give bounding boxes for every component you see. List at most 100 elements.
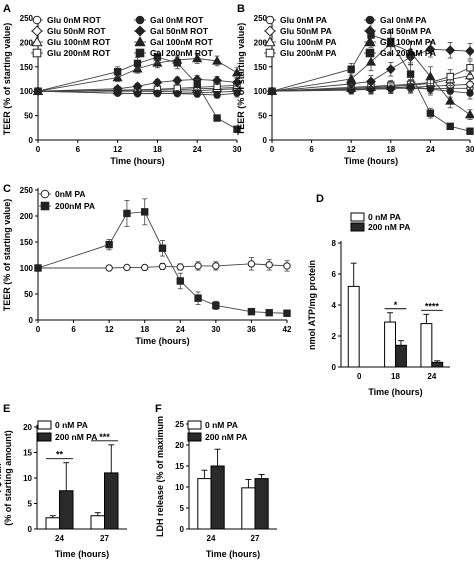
y-tick-label: 20 — [23, 423, 32, 432]
panel-label: A — [3, 3, 11, 15]
data-point — [212, 75, 223, 86]
y-tick-label: 15 — [23, 449, 32, 458]
legend-marker — [264, 36, 276, 47]
legend-marker — [40, 201, 50, 211]
data-point — [406, 70, 415, 78]
data-point — [446, 72, 454, 81]
legend-marker — [365, 48, 375, 58]
series-line — [271, 42, 471, 115]
legend-label: Gal 200nM PA — [380, 48, 436, 58]
y-tick-label: 0 — [28, 525, 33, 534]
y-tick-label: 200 — [254, 38, 268, 47]
data-point — [466, 64, 474, 72]
data-point — [247, 307, 256, 316]
legend-marker — [364, 25, 376, 37]
y-tick-label: 10 — [23, 474, 32, 483]
legend-label: Gal 100nM ROT — [150, 37, 214, 47]
bar — [241, 487, 256, 530]
data-point — [158, 244, 167, 252]
data-point — [233, 125, 241, 133]
bar — [59, 490, 74, 530]
y-tick-label: 200 — [20, 38, 34, 47]
legend-swatch — [37, 432, 52, 442]
legend-marker — [31, 36, 43, 47]
data-point — [265, 309, 273, 317]
y-axis-title: TEER (% of starting value) — [2, 199, 12, 312]
y-tick-label: 5 — [28, 500, 33, 509]
legend-label: 200 nM PA — [205, 432, 247, 442]
data-point — [385, 64, 396, 75]
x-axis-title: Time (hours) — [55, 549, 109, 559]
data-point — [194, 262, 202, 270]
x-tick-label: 12 — [105, 325, 114, 334]
data-point — [193, 80, 201, 89]
legend-marker — [31, 25, 43, 37]
x-tick-label: 6 — [76, 145, 81, 154]
chart-panel-F: 0 5 10 15 20 25 Time (hours) LDH release (% of … — [155, 403, 277, 559]
data-point — [194, 294, 202, 302]
data-point — [387, 85, 395, 93]
data-point — [176, 263, 184, 271]
chart-panel-C: 0 50 100 150 200 250 0 6 12 18 24 30 36 42 Time (hours… — [2, 183, 292, 346]
data-point — [152, 77, 163, 88]
y-tick-label: 4 — [332, 301, 337, 310]
data-point — [173, 59, 182, 67]
series-7 — [34, 50, 241, 133]
y-tick-label: 15 — [175, 462, 184, 471]
y-tick-label: 5 — [180, 504, 185, 513]
legend-label: Gal 50nM ROT — [150, 26, 209, 36]
x-tick-label: 27 — [100, 534, 109, 543]
panel-label: F — [155, 403, 162, 415]
x-tick-label: 30 — [466, 145, 474, 154]
y-axis-title: (% of starting amount) — [3, 430, 13, 526]
x-axis-title: Time (hours) — [206, 549, 260, 559]
data-point — [34, 264, 42, 272]
y-tick-label: 25 — [175, 420, 184, 429]
legend-label: Glu 50nM PA — [280, 26, 332, 36]
y-tick-label: 150 — [20, 63, 34, 72]
legend-label: Glu 100nM ROT — [47, 37, 111, 47]
x-tick-label: 30 — [233, 145, 242, 154]
data-point — [212, 262, 220, 270]
data-point — [446, 87, 454, 95]
data-point — [346, 73, 357, 83]
data-point — [466, 89, 474, 97]
data-point — [113, 67, 122, 76]
x-axis-title: Time (hours) — [368, 387, 422, 397]
y-axis-title: LDH release (% of maximum — [155, 416, 165, 537]
data-point — [445, 95, 456, 105]
series-0 — [34, 257, 291, 272]
y-tick-label: 0 — [29, 136, 34, 145]
data-point — [233, 89, 241, 97]
legend-marker — [265, 15, 275, 25]
legend-label: 200 nM PA — [368, 222, 410, 232]
y-tick-label: 20 — [175, 441, 184, 450]
x-tick-label: 18 — [153, 145, 162, 154]
y-tick-label: 250 — [20, 186, 34, 195]
y-tick-label: 10 — [175, 483, 184, 492]
data-point — [112, 72, 123, 82]
legend-marker — [265, 48, 275, 58]
data-point — [405, 46, 416, 56]
data-point — [213, 91, 221, 99]
bar — [197, 478, 212, 530]
bar — [347, 285, 360, 368]
legend-marker — [134, 25, 146, 37]
data-point — [464, 109, 474, 119]
data-point — [132, 81, 143, 92]
data-point — [231, 67, 243, 77]
legend-marker — [365, 15, 375, 25]
x-tick-label: 0 — [36, 145, 41, 154]
data-point — [283, 262, 291, 270]
x-tick-label: 24 — [426, 145, 435, 154]
legend-label: 0nM PA — [55, 189, 86, 199]
legend-swatch — [350, 212, 365, 222]
data-point — [446, 122, 454, 131]
significance-label: *** — [99, 432, 110, 442]
legend-marker — [135, 48, 145, 58]
y-tick-label: 2 — [332, 332, 337, 341]
